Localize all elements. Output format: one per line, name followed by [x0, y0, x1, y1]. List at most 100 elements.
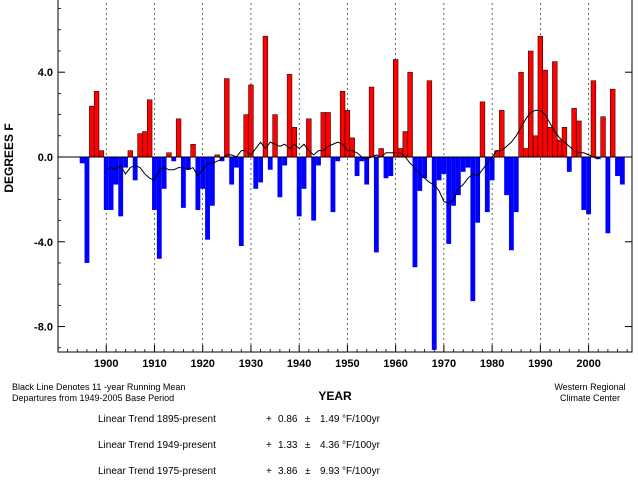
bar-1926	[229, 156, 235, 185]
trend-plus-minus: ±	[305, 466, 311, 477]
bar-1967	[426, 80, 433, 158]
bar-1900	[103, 156, 109, 210]
bar-1953	[359, 156, 365, 162]
bar-1960	[392, 59, 399, 158]
bar-1928	[238, 156, 244, 247]
bar-1975	[465, 156, 471, 168]
bar-1946	[325, 112, 331, 158]
bar-1909	[146, 99, 153, 158]
trend-value: 0.86	[278, 414, 298, 425]
bar-1898	[93, 91, 100, 158]
running-mean-note-line1: Black Line Denotes 11 -year Running Mean	[12, 382, 186, 392]
bar-1980	[489, 156, 495, 181]
x-tick-label-1970: 1970	[432, 358, 456, 370]
trend-error: 9.93	[320, 466, 340, 477]
x-tick-label-1920: 1920	[190, 358, 214, 370]
bar-1951	[349, 137, 355, 158]
trend-sign: +	[266, 414, 272, 425]
bar-2001	[590, 80, 597, 158]
bar-1999	[581, 156, 587, 210]
trend-plus-minus: ±	[305, 440, 311, 451]
y-tick-label-1: 0.0	[38, 152, 53, 164]
trend-unit: °F/100yr	[342, 414, 380, 425]
bar-1984	[509, 156, 514, 251]
bar-1905	[127, 150, 134, 158]
bar-1914	[171, 156, 177, 162]
bar-1972	[451, 156, 456, 206]
x-tick-label-1950: 1950	[335, 358, 359, 370]
bar-1922	[209, 156, 215, 206]
bar-1993	[552, 61, 558, 158]
bar-2007	[619, 156, 625, 185]
bar-1985	[513, 156, 519, 213]
bar-1943	[311, 156, 317, 221]
bar-1988	[528, 50, 534, 158]
bar-1934	[267, 156, 273, 170]
credit-note: Western Regional Climate Center	[548, 382, 632, 404]
y-tick-label-2: -4.0	[34, 237, 53, 249]
x-tick-label-1910: 1910	[142, 358, 166, 370]
x-tick-label-1930: 1930	[239, 358, 263, 370]
trend-value: 1.33	[278, 440, 298, 451]
bar-1977	[475, 156, 481, 223]
bar-1989	[532, 135, 539, 158]
trend-plus-minus: ±	[305, 414, 311, 425]
bar-1992	[547, 127, 553, 158]
trend-error: 1.49	[320, 414, 340, 425]
bar-1931	[253, 156, 259, 189]
bar-1915	[175, 118, 182, 158]
bar-1941	[301, 156, 307, 189]
bar-1907	[137, 133, 143, 158]
base-period-note-line2: Departures from 1949-2005 Base Period	[12, 393, 175, 403]
bar-1964	[412, 156, 418, 268]
running-mean-line	[106, 109, 599, 205]
bar-1913	[166, 152, 172, 158]
x-tick-label-1900: 1900	[94, 358, 118, 370]
bar-1901	[108, 156, 114, 210]
bar-1918	[190, 144, 196, 158]
bar-1902	[113, 156, 119, 185]
trend-label: Linear Trend 1895-present	[98, 414, 216, 425]
bar-1904	[123, 156, 128, 168]
bar-1981	[494, 150, 500, 158]
trend-sign: +	[266, 440, 272, 451]
bar-1896	[84, 156, 90, 263]
bar-1973	[455, 156, 461, 196]
bar-1939	[291, 127, 298, 158]
running-mean-note: Black Line Denotes 11 -year Running Mean…	[12, 382, 185, 404]
bar-1895	[79, 156, 85, 164]
y-tick-label-3: -8.0	[34, 322, 53, 334]
bar-1911	[156, 156, 162, 259]
bar-2003	[600, 116, 606, 158]
bar-1948	[335, 156, 341, 162]
bar-1910	[152, 156, 157, 210]
trend-label: Linear Trend 1949-present	[98, 440, 216, 451]
x-tick-label-1990: 1990	[528, 358, 552, 370]
trend-error: 4.36	[320, 440, 340, 451]
x-tick-label-1960: 1960	[383, 358, 407, 370]
bar-1917	[185, 156, 191, 170]
bar-1962	[402, 131, 408, 158]
bar-2000	[586, 156, 591, 215]
bar-1932	[258, 156, 263, 183]
bar-1897	[89, 105, 95, 158]
y-tick-label-0: 4.0	[38, 67, 53, 79]
bar-1921	[205, 156, 210, 240]
bar-1952	[354, 156, 360, 177]
trend-label: Linear Trend 1975-present	[98, 466, 216, 477]
bar-1930	[248, 84, 254, 158]
credit-line1: Western Regional	[554, 382, 626, 392]
bar-1935	[272, 114, 278, 158]
bar-1940	[296, 156, 302, 217]
trend-row-1895: Linear Trend 1895-present + 0.86 ± 1.49 …	[0, 414, 638, 428]
bar-1978	[479, 101, 486, 158]
bar-1933	[262, 35, 269, 158]
temperature-departure-chart: 4.0 0.0 -4.0 -8.0 1900 1910 1920 1930 1940 1950 19…	[2, 0, 633, 400]
bar-1912	[161, 156, 167, 189]
bar-1996	[566, 156, 572, 172]
bar-2002	[595, 156, 601, 160]
bar-1956	[373, 156, 379, 253]
x-axis-title: YEAR	[318, 389, 352, 400]
bar-1936	[277, 156, 283, 198]
bar-1994	[556, 139, 563, 158]
